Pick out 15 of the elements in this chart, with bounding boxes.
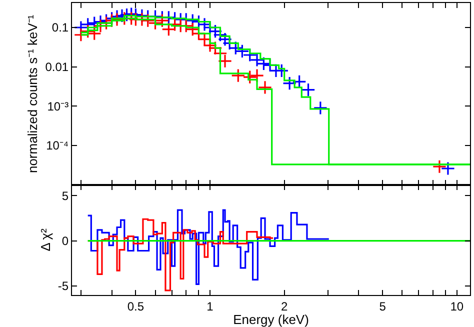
y-axis-title: normalized counts s⁻¹ keV⁻¹	[25, 14, 40, 174]
y-axis-title: Δ χ²	[38, 228, 53, 252]
y-tick-label: 5	[62, 188, 69, 203]
y-tick-label: 10⁻⁴	[46, 138, 69, 153]
x-tick-label: 1	[206, 299, 214, 314]
y-tick-label: 0.1	[52, 20, 69, 35]
y-tick-label: -5	[58, 279, 69, 294]
y-tick-label: 0.01	[45, 60, 69, 74]
x-tick-label: 5	[379, 299, 386, 314]
x-tick-label: 10	[450, 299, 464, 314]
x-tick-label: 2	[280, 299, 288, 314]
x-axis-title: Energy (keV)	[233, 312, 309, 327]
x-tick-label: 0.5	[127, 299, 144, 314]
y-tick-label: 0	[62, 234, 69, 248]
y-tick-label: 10⁻³	[47, 99, 69, 114]
